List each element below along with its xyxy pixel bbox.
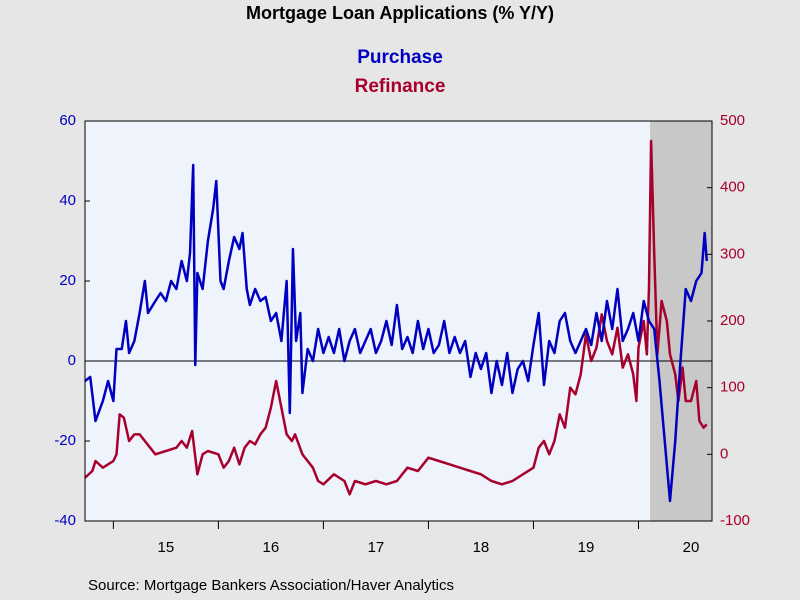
- chart-title: Mortgage Loan Applications (% Y/Y): [246, 3, 554, 23]
- y-tick-label: -20: [54, 432, 76, 449]
- y2-tick-label: 0: [720, 445, 728, 462]
- series-line: [84, 139, 708, 496]
- x-tick-label: 18: [473, 539, 490, 556]
- y-tick-label: 60: [59, 112, 76, 129]
- y-tick-label: -40: [54, 512, 76, 529]
- legend-entry: Refinance: [355, 76, 446, 97]
- y2-tick-label: 200: [720, 312, 745, 329]
- x-tick-label: 17: [368, 539, 385, 556]
- y-tick-label: 20: [59, 272, 76, 289]
- y2-tick-label: 300: [720, 245, 745, 262]
- y2-tick-label: 500: [720, 112, 745, 129]
- series-line: [84, 163, 708, 503]
- x-tick-label: 15: [158, 539, 175, 556]
- x-tick-label: 16: [263, 539, 280, 556]
- x-tick-label: 20: [683, 539, 700, 556]
- x-tick-label: 19: [578, 539, 595, 556]
- y-tick-label: 0: [68, 352, 76, 369]
- source-note: Source: Mortgage Bankers Association/Hav…: [88, 577, 454, 594]
- y2-tick-label: 100: [720, 379, 745, 396]
- y2-tick-label: 400: [720, 179, 745, 196]
- plot-frame: [84, 120, 713, 522]
- legend-entry: Purchase: [357, 47, 443, 68]
- y2-tick-label: -100: [720, 512, 750, 529]
- y-tick-label: 40: [59, 192, 76, 209]
